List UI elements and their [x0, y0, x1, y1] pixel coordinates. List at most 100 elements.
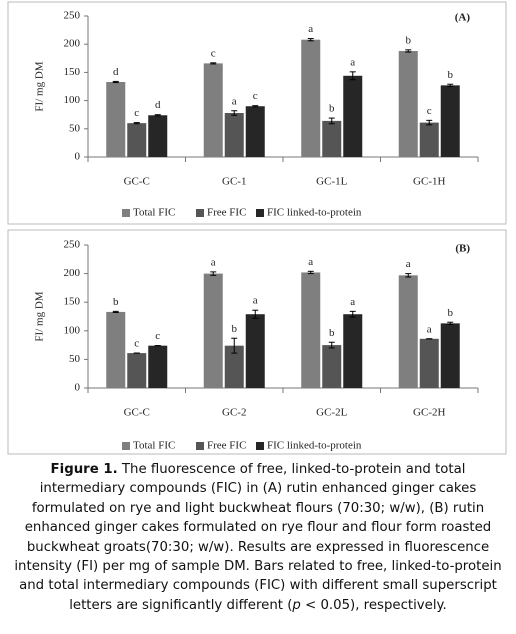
caption-end: < 0.05), respectively.: [300, 597, 447, 613]
bar: [440, 85, 460, 157]
x-tick-label: GC-1: [222, 176, 246, 188]
bar: [245, 106, 265, 157]
bar: [343, 75, 363, 157]
legend-label: FIC linked-to-protein: [267, 207, 362, 219]
y-axis-label: FI/ mg DM: [34, 61, 46, 111]
error-bar: [231, 337, 238, 354]
x-tick-label: GC-1L: [316, 176, 347, 188]
significance-letter: d: [113, 66, 119, 78]
caption-label: Figure 1.: [50, 462, 118, 477]
x-tick-label: GC-C: [124, 176, 150, 188]
error-bar: [447, 83, 454, 87]
y-tick-label: 150: [64, 66, 81, 78]
error-bar: [210, 62, 217, 65]
legend-swatch: [196, 209, 204, 217]
significance-letter: a: [406, 258, 411, 270]
bar: [203, 273, 223, 388]
significance-letter: d: [155, 99, 161, 111]
significance-letter: a: [232, 95, 237, 107]
significance-letter: b: [448, 69, 454, 81]
caption-italic: p: [292, 597, 301, 613]
error-bar: [133, 122, 140, 125]
significance-letter: b: [329, 103, 335, 115]
bar: [245, 314, 265, 388]
significance-letter: a: [211, 256, 216, 268]
y-tick-label: 200: [64, 38, 81, 50]
caption-text: The fluorescence of free, linked-to-prot…: [14, 462, 502, 613]
bar: [398, 50, 418, 157]
legend-label: Total FIC: [133, 440, 175, 452]
x-tick-label: GC-C: [124, 407, 150, 419]
error-bar: [307, 270, 314, 275]
significance-letter: a: [308, 23, 313, 35]
y-tick-label: 100: [64, 94, 81, 106]
x-tick-label: GC-2H: [413, 407, 445, 419]
error-bar: [328, 117, 335, 125]
y-tick-label: 50: [69, 353, 81, 365]
y-tick-label: 0: [75, 151, 81, 163]
error-bar: [328, 341, 335, 349]
error-bar: [210, 271, 217, 276]
bar: [343, 314, 363, 388]
error-bar: [349, 71, 356, 81]
panel-label: (A): [455, 12, 471, 24]
caption: Figure 1. The fluorescence of free, link…: [10, 460, 506, 615]
legend-swatch: [122, 209, 130, 217]
legend-label: Free FIC: [207, 207, 246, 219]
significance-letter: c: [427, 105, 432, 117]
bar: [419, 122, 439, 157]
y-tick-label: 150: [64, 296, 81, 308]
bar: [127, 123, 147, 157]
bar: [301, 272, 321, 388]
bar: [106, 81, 126, 157]
bar: [224, 113, 244, 157]
bar: [148, 345, 168, 388]
bar: [301, 39, 321, 157]
legend-label: Total FIC: [133, 207, 175, 219]
panel-frame: [7, 1, 507, 225]
significance-letter: c: [211, 47, 216, 59]
y-tick-label: 100: [64, 324, 81, 336]
legend-swatch: [256, 442, 264, 450]
error-bar: [405, 49, 412, 53]
legend-swatch: [196, 442, 204, 450]
y-tick-label: 250: [64, 10, 81, 22]
bar: [106, 311, 126, 388]
error-bar: [252, 309, 259, 319]
bar: [419, 338, 439, 388]
error-bar: [112, 80, 119, 84]
significance-letter: b: [232, 323, 238, 335]
error-bar: [252, 105, 259, 108]
panel-label: (B): [455, 243, 470, 255]
bar: [322, 345, 342, 388]
y-tick-label: 200: [64, 267, 81, 279]
significance-letter: b: [329, 327, 335, 339]
significance-letter: a: [350, 296, 355, 308]
legend-label: Free FIC: [207, 440, 246, 452]
bar: [322, 120, 342, 157]
bar: [224, 345, 244, 388]
y-tick-label: 250: [64, 239, 81, 251]
error-bar: [231, 110, 238, 116]
bar: [127, 353, 147, 388]
significance-letter: c: [253, 90, 258, 102]
x-tick-label: GC-1H: [413, 176, 445, 188]
error-bar: [426, 119, 433, 126]
significance-letter: c: [134, 338, 139, 350]
bar: [148, 115, 168, 157]
bar: [440, 323, 460, 388]
panel-frame: [7, 229, 507, 455]
significance-letter: b: [448, 307, 454, 319]
x-tick-label: GC-2: [222, 407, 246, 419]
y-tick-label: 0: [75, 382, 81, 394]
legend-swatch: [122, 442, 130, 450]
significance-letter: c: [155, 330, 160, 342]
significance-letter: b: [406, 34, 412, 46]
error-bar: [154, 114, 161, 117]
error-bar: [349, 310, 356, 318]
error-bar: [307, 38, 314, 42]
significance-letter: c: [134, 107, 139, 119]
significance-letter: a: [253, 295, 258, 307]
figure: (A) FI/ mg DM 0 50 100 150 200 250 GC-C d c d GC-1 c a…: [7, 1, 507, 455]
